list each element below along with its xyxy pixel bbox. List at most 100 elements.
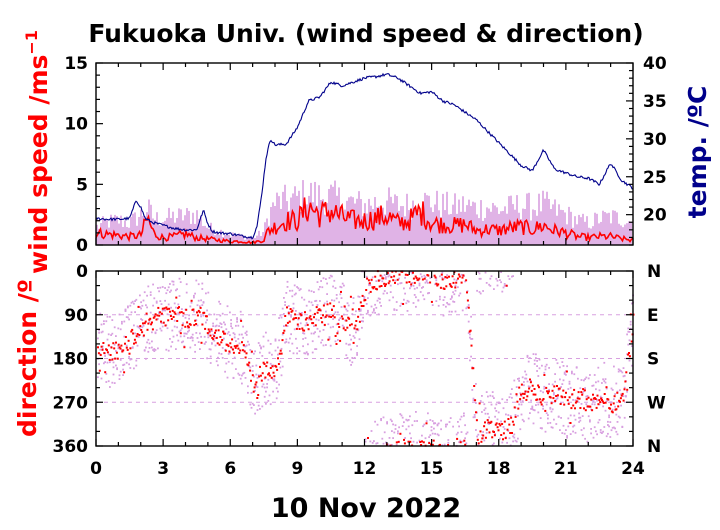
direction-gust-point [185, 291, 188, 294]
direction-gust-point [367, 309, 369, 312]
direction-gust-point [477, 433, 480, 436]
direction-gust-point [232, 332, 235, 334]
direction-gust-point [413, 294, 416, 296]
direction-gust-point [431, 304, 434, 306]
direction-mean-point [305, 317, 308, 320]
direction-gust-point [160, 303, 163, 305]
direction-gust-point [518, 403, 520, 406]
direction-gust-point [581, 434, 584, 437]
direction-gust-point [209, 348, 212, 351]
direction-mean-point [111, 358, 114, 361]
direction-gust-point [179, 335, 182, 338]
direction-gust-point [213, 339, 216, 342]
direction-mean-point [242, 344, 245, 347]
direction-gust-point [283, 325, 285, 327]
direction-gust-point [464, 280, 466, 283]
direction-mean-point [616, 391, 619, 394]
direction-gust-point [201, 282, 204, 285]
direction-gust-point [403, 287, 405, 290]
direction-mean-point [273, 375, 276, 378]
direction-mean-point [543, 374, 546, 376]
direction-gust-point [325, 310, 327, 313]
direction-mean-point [488, 431, 491, 434]
direction-mean-point [469, 329, 472, 332]
direction-gust-point [130, 311, 133, 314]
direction-mean-point [522, 396, 525, 399]
direction-gust-point [308, 318, 310, 321]
direction-mean-point [196, 311, 198, 314]
direction-gust-point [134, 332, 136, 335]
direction-gust-point [413, 287, 416, 290]
direction-mean-point [276, 368, 279, 371]
direction-gust-point [331, 275, 333, 278]
direction-gust-point [287, 305, 290, 307]
direction-panel [95, 270, 635, 447]
direction-gust-point [472, 399, 475, 402]
direction-gust-point [547, 422, 549, 425]
direction-mean-point [373, 286, 376, 288]
direction-gust-point [547, 417, 549, 420]
direction-mean-point [221, 339, 224, 341]
direction-mean-point [476, 438, 479, 441]
direction-gust-point [574, 399, 577, 402]
direction-mean-point [558, 387, 561, 390]
direction-gust-point [148, 321, 151, 323]
direction-mean-point [247, 364, 250, 367]
direction-gust-point [523, 381, 525, 383]
direction-gust-point [117, 345, 120, 347]
direction-mean-point [497, 429, 500, 432]
direction-mean-point [315, 306, 318, 309]
direction-mean-point [619, 397, 622, 400]
direction-mean-point [258, 375, 261, 378]
direction-mean-point [465, 279, 468, 282]
direction-gust-point [587, 377, 590, 380]
direction-gust-point [583, 379, 585, 382]
direction-gust-point [209, 355, 212, 358]
direction-gust-point [374, 303, 376, 306]
direction-gust-point [357, 328, 360, 331]
direction-gust-point [286, 286, 289, 288]
direction-gust-point [280, 316, 283, 319]
direction-gust-point [496, 418, 499, 421]
direction-gust-point [116, 367, 118, 370]
direction-gust-point [491, 395, 494, 398]
direction-gust-point [233, 356, 236, 359]
direction-gust-point [242, 325, 244, 328]
direction-gust-point [508, 396, 511, 399]
direction-gust-point [525, 377, 528, 380]
direction-gust-point [152, 283, 154, 286]
direction-mean-point [211, 337, 214, 339]
direction-gust-point [256, 377, 259, 379]
direction-gust-point [121, 349, 123, 351]
direction-gust-point [501, 398, 504, 401]
direction-gust-point [581, 415, 584, 417]
direction-gust-point [250, 406, 253, 409]
direction-mean-point [250, 350, 253, 353]
direction-mean-point [145, 312, 148, 315]
direction-gust-point [445, 423, 447, 426]
direction-gust-point [609, 421, 612, 423]
direction-mean-point [414, 275, 417, 278]
direction-gust-point [452, 425, 454, 428]
direction-mean-point [142, 334, 145, 337]
direction-gust-point [615, 382, 618, 385]
wind-speed-line [95, 197, 634, 245]
direction-gust-point [548, 367, 550, 369]
direction-gust-point [592, 384, 595, 387]
direction-gust-point [560, 417, 562, 419]
compass-tick-label: N [647, 437, 661, 457]
direction-gust-point [370, 430, 373, 432]
direction-gust-point [142, 299, 145, 302]
direction-gust-point [422, 286, 424, 288]
direction-gust-point [604, 409, 607, 412]
direction-mean-point [626, 388, 629, 391]
direction-gust-point [578, 412, 580, 415]
direction-gust-point [441, 271, 444, 274]
direction-gust-point [527, 385, 530, 388]
direction-mean-point [540, 403, 543, 406]
direction-gust-point [146, 306, 148, 309]
direction-gust-point [205, 292, 207, 295]
direction-gust-point [346, 357, 349, 359]
direction-gust-point [351, 357, 354, 359]
direction-gust-point [595, 381, 597, 384]
